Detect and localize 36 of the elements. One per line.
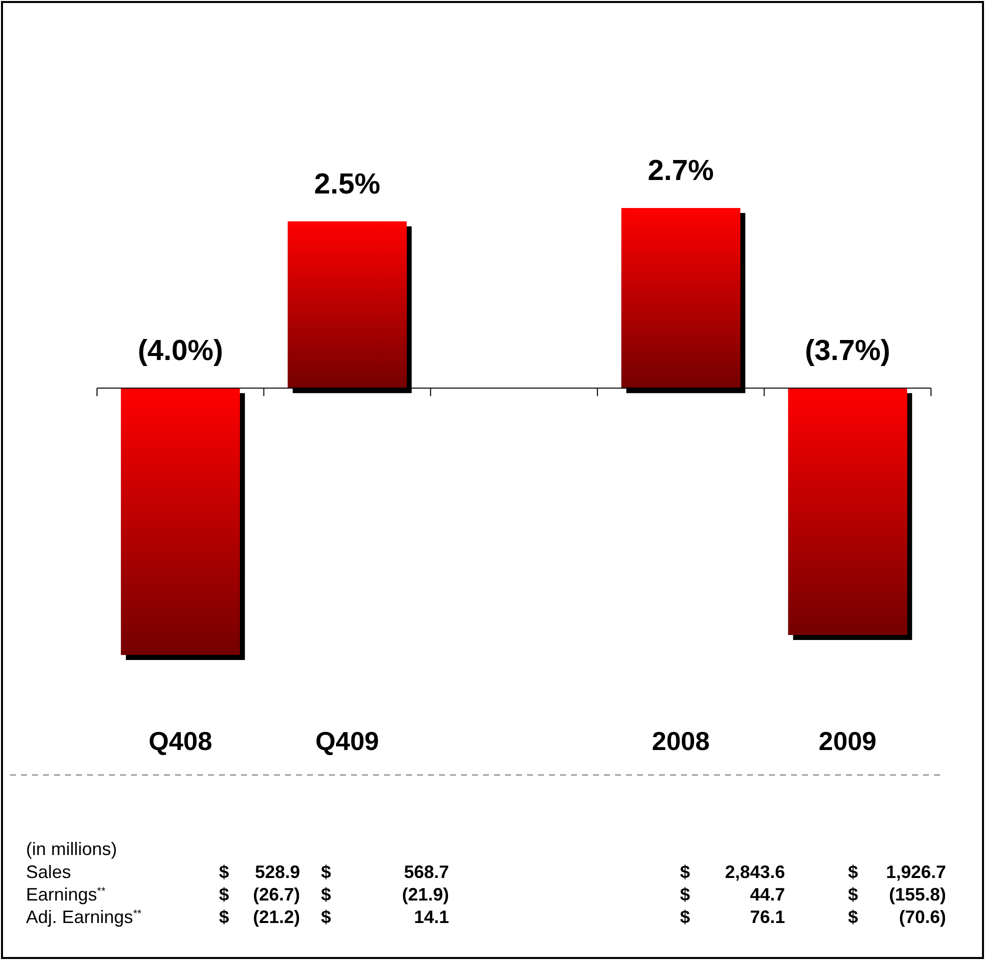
- text: $: [680, 862, 690, 882]
- text: (in millions): [26, 839, 118, 859]
- data-label: (4.0%): [138, 335, 224, 368]
- text: $: [848, 884, 858, 904]
- x-tick-label: 2009: [818, 726, 877, 756]
- text: $: [848, 862, 858, 882]
- text: 76.1: [750, 907, 785, 927]
- text: (21.9): [402, 884, 449, 904]
- data-label: 2.7%: [648, 155, 714, 187]
- text: $: [680, 907, 690, 927]
- text: $: [321, 862, 332, 882]
- text: 1,926.7: [886, 862, 946, 882]
- text: 2,843.6: [724, 862, 785, 882]
- data-label: 2.5%: [314, 168, 380, 200]
- text: (26.7): [252, 884, 300, 904]
- text: $: [219, 907, 230, 927]
- text: (21.2): [252, 907, 300, 927]
- text: Earnings$^{**}$: [26, 884, 106, 904]
- text: $: [848, 907, 858, 927]
- data-label: (3.7%): [804, 335, 890, 368]
- text: $: [219, 884, 230, 904]
- text: $: [321, 884, 332, 904]
- text: $: [219, 862, 230, 882]
- text: $: [680, 884, 690, 904]
- text: 568.7: [404, 862, 449, 882]
- text: Sales: [26, 862, 72, 882]
- text: (70.6): [898, 907, 946, 927]
- text: 44.7: [750, 884, 785, 904]
- text: $: [321, 907, 332, 927]
- x-tick-label: Q409: [315, 726, 380, 756]
- text: (155.8): [888, 884, 946, 904]
- x-tick-label: Q408: [148, 726, 212, 756]
- text: Adj. Earnings$^{**}$: [26, 907, 142, 927]
- text: 14.1: [414, 907, 449, 927]
- x-tick-label: 2008: [652, 726, 710, 756]
- text: 528.9: [254, 862, 300, 882]
